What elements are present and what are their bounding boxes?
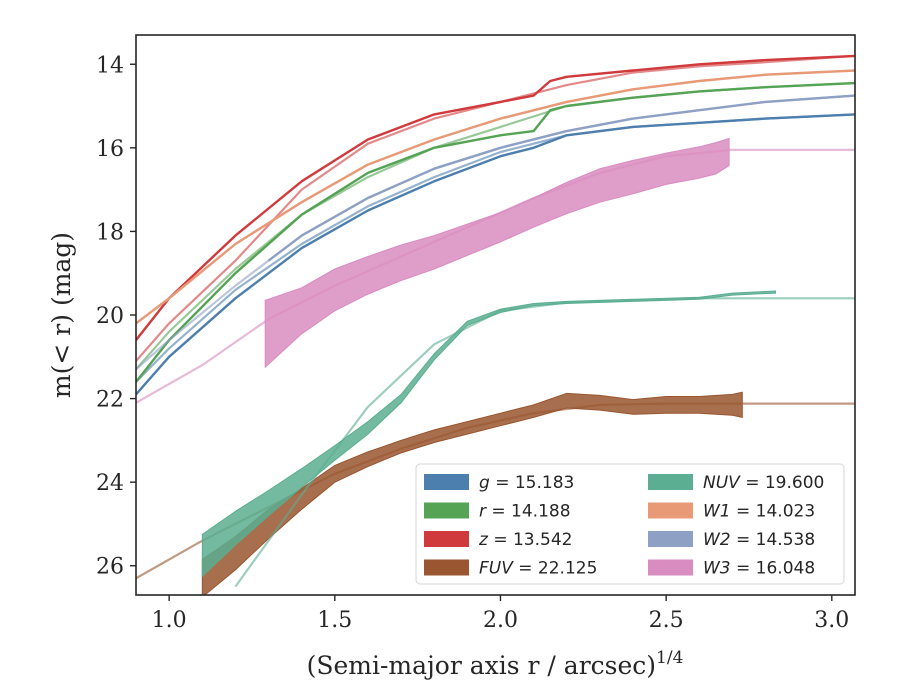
legend-label-W3: W3 = 16.048 [703, 559, 815, 579]
legend-frame [415, 463, 845, 585]
data-line-W1 [136, 69, 855, 325]
x-tick-label: 2.5 [649, 608, 684, 633]
data-band-FUV [201, 391, 743, 595]
legend-swatch-z [424, 531, 469, 547]
data-line-r [136, 81, 855, 383]
legend-value: = 14.188 [486, 502, 571, 522]
legend-band: NUV [703, 473, 741, 493]
data-band-W3 [264, 137, 730, 369]
legend-swatch-W2 [648, 531, 693, 547]
series-r [136, 81, 855, 383]
legend-swatch-r [424, 502, 469, 519]
data-line-W2 [267, 94, 855, 262]
x-tick-label: 1.5 [317, 608, 352, 633]
series-W1 [136, 69, 855, 325]
legend-label-FUV: FUV = 22.125 [479, 559, 597, 579]
x-tick-label: 1.0 [152, 608, 187, 633]
y-tick-label: 18 [96, 220, 124, 245]
series-g [136, 113, 855, 396]
series-W3 [136, 137, 855, 404]
x-axis-label: (Semi-major axis r / arcsec)1/4 [307, 648, 684, 680]
legend-band: W2 [703, 530, 731, 550]
legend-swatch-W1 [648, 502, 693, 519]
series-W2 [136, 94, 855, 371]
legend-label-W1: W1 = 14.023 [703, 502, 815, 522]
legend-band: z [478, 530, 489, 550]
legend-band: FUV [479, 559, 514, 579]
legend-value: = 15.183 [490, 473, 575, 493]
y-tick-label: 20 [96, 304, 124, 329]
legend-label-r: r = 14.188 [479, 502, 571, 522]
legend-value: = 13.542 [488, 530, 573, 550]
x-tick-label: 3.0 [814, 608, 849, 633]
model-line-z [136, 54, 855, 362]
legend-band: r [479, 502, 487, 522]
data-line-g [136, 113, 855, 396]
legend-value: = 19.600 [740, 473, 825, 493]
legend-label-g: g = 15.183 [479, 473, 574, 493]
y-axis: 14 16 18 20 22 24 26 [96, 53, 136, 580]
legend-band: W1 [703, 502, 731, 522]
legend-label-z: z = 13.542 [478, 530, 572, 550]
y-axis-label: m(< r) (mag) [47, 232, 76, 398]
legend-swatch-FUV [424, 559, 469, 576]
x-tick-label: 2.0 [483, 608, 518, 633]
x-axis-label-exponent: 1/4 [656, 648, 683, 668]
x-axis-label-text: (Semi-major axis r / arcsec) [307, 651, 656, 680]
legend-value: = 22.125 [513, 559, 598, 579]
legend-band: W3 [703, 559, 731, 579]
x-axis: 1.0 1.5 2.0 2.5 3.0 [152, 595, 849, 633]
series-layer [136, 54, 855, 595]
legend-value: = 16.048 [731, 559, 816, 579]
y-tick-label: 22 [96, 388, 124, 413]
legend-swatch-W3 [648, 559, 693, 576]
legend-swatch-g [424, 474, 469, 490]
series-NUV [201, 290, 855, 588]
legend-label-W2: W2 = 14.538 [703, 530, 815, 550]
legend-label-NUV: NUV = 19.600 [703, 473, 824, 493]
data-line-z [136, 54, 855, 341]
series-z [136, 54, 855, 362]
legend-swatch-NUV [648, 474, 693, 490]
data-band-NUV [201, 290, 776, 578]
legend-band: g [479, 473, 490, 493]
y-tick-label: 26 [96, 555, 124, 580]
y-tick-label: 16 [96, 137, 124, 162]
legend-value: = 14.538 [731, 530, 816, 550]
y-tick-label: 24 [96, 471, 124, 496]
legend-value: = 14.023 [731, 502, 816, 522]
y-tick-label: 14 [96, 53, 124, 78]
